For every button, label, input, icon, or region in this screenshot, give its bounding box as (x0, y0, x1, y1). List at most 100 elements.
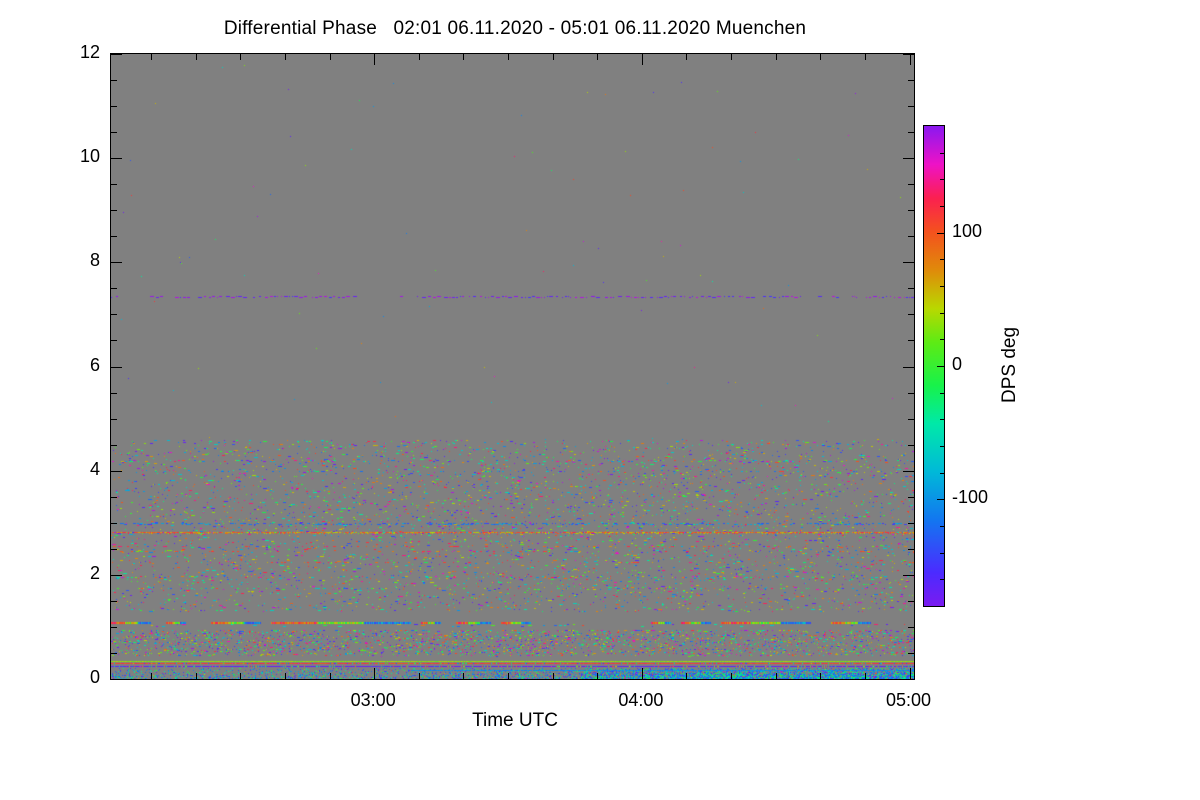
x-major-tick-top (642, 54, 643, 65)
colorbar-tick-label: 0 (952, 354, 963, 374)
y-minor-tick (111, 601, 117, 602)
plot-area[interactable] (110, 53, 915, 680)
x-minor-tick (330, 673, 331, 679)
colorbar-tick (937, 366, 944, 367)
x-minor-tick-top (865, 54, 866, 60)
x-minor-tick (731, 673, 732, 679)
colorbar-title: DPS deg (999, 326, 1020, 404)
y-minor-tick-right (908, 653, 914, 654)
colorbar-tick (940, 286, 944, 287)
colorbar[interactable] (923, 125, 945, 607)
y-major-tick-right (903, 679, 914, 680)
y-minor-tick-right (908, 523, 914, 524)
y-minor-tick-right (908, 184, 914, 185)
y-major-tick-right (903, 158, 914, 159)
y-axis-title: Height km (0, 287, 1, 373)
y-minor-tick (111, 523, 117, 524)
y-minor-tick (111, 549, 117, 550)
colorbar-tick (940, 313, 944, 314)
x-minor-tick-top (553, 54, 554, 60)
y-minor-tick-right (908, 132, 914, 133)
y-minor-tick-right (908, 236, 914, 237)
x-minor-tick-top (463, 54, 464, 60)
colorbar-tick (940, 339, 944, 340)
colorbar-tick (940, 526, 944, 527)
x-minor-tick-top (597, 54, 598, 60)
y-minor-tick-right (908, 601, 914, 602)
y-minor-tick (111, 419, 117, 420)
x-minor-tick (820, 673, 821, 679)
x-minor-tick (285, 673, 286, 679)
x-minor-tick-top (240, 54, 241, 60)
x-minor-tick (419, 673, 420, 679)
y-minor-tick-right (908, 210, 914, 211)
y-minor-tick-right (908, 445, 914, 446)
colorbar-tick (940, 393, 944, 394)
y-major-tick (111, 158, 122, 159)
x-minor-tick (776, 673, 777, 679)
y-tick-label: 10 (79, 146, 100, 167)
y-minor-tick (111, 653, 117, 654)
colorbar-tick (940, 419, 944, 420)
colorbar-tick (937, 499, 944, 500)
colorbar-tick (940, 579, 944, 580)
y-minor-tick-right (908, 106, 914, 107)
y-tick-label: 6 (89, 354, 100, 375)
y-minor-tick (111, 210, 117, 211)
colorbar-tick (940, 206, 944, 207)
y-major-tick (111, 471, 122, 472)
y-minor-tick-right (908, 497, 914, 498)
y-major-tick-right (903, 575, 914, 576)
x-major-tick-top (910, 54, 911, 65)
x-minor-tick (686, 673, 687, 679)
y-minor-tick-right (908, 419, 914, 420)
x-minor-tick-top (285, 54, 286, 60)
x-minor-tick-top (419, 54, 420, 60)
x-minor-tick-top (151, 54, 152, 60)
y-major-tick (111, 54, 122, 55)
colorbar-tick (940, 179, 944, 180)
x-minor-tick-top (820, 54, 821, 60)
y-minor-tick-right (908, 340, 914, 341)
colorbar-gradient (924, 126, 944, 606)
figure-title: Differential Phase 02:01 06.11.2020 - 05… (223, 18, 807, 39)
x-minor-tick-top (731, 54, 732, 60)
y-minor-tick-right (908, 627, 914, 628)
x-minor-tick (463, 673, 464, 679)
heatmap-canvas (111, 54, 914, 679)
x-minor-tick-top (776, 54, 777, 60)
y-minor-tick (111, 236, 117, 237)
x-tick-label: 03:00 (350, 690, 396, 710)
x-minor-tick (196, 673, 197, 679)
y-tick-label: 12 (79, 42, 100, 62)
y-major-tick (111, 262, 122, 263)
y-major-tick (111, 679, 122, 680)
y-major-tick-right (903, 367, 914, 368)
x-major-tick (374, 668, 375, 679)
x-minor-tick-top (330, 54, 331, 60)
colorbar-tick (940, 446, 944, 447)
x-tick-label: 04:00 (618, 690, 664, 710)
x-minor-tick (553, 673, 554, 679)
colorbar-tick (940, 473, 944, 474)
y-minor-tick (111, 288, 117, 289)
y-minor-tick (111, 627, 117, 628)
y-minor-tick-right (908, 288, 914, 289)
y-major-tick-right (903, 471, 914, 472)
x-minor-tick-top (196, 54, 197, 60)
colorbar-tick (937, 233, 944, 234)
y-minor-tick (111, 106, 117, 107)
y-minor-tick (111, 184, 117, 185)
x-minor-tick (508, 673, 509, 679)
y-tick-label: 4 (89, 458, 100, 479)
colorbar-tick-label: 100 (952, 220, 983, 241)
y-major-tick-right (903, 262, 914, 263)
y-minor-tick (111, 445, 117, 446)
y-minor-tick (111, 314, 117, 315)
x-minor-tick (597, 673, 598, 679)
y-minor-tick (111, 497, 117, 498)
y-tick-label: 8 (89, 250, 100, 271)
y-minor-tick-right (908, 549, 914, 550)
y-minor-tick-right (908, 393, 914, 394)
